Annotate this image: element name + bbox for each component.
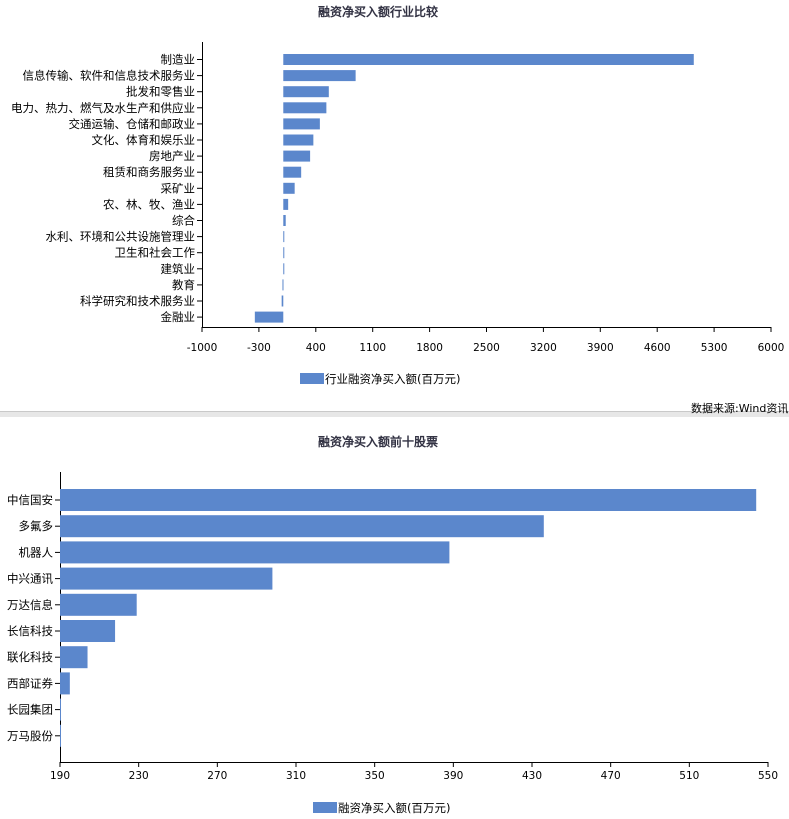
category-label-1-2: 机器人 [19,545,54,559]
bar-0-9 [283,198,289,210]
x-tick-label-1-4: 350 [365,770,385,782]
category-label-1-7: 西部证券 [7,676,53,690]
category-label-0-10: 综合 [172,214,195,228]
x-tick-label-1-1: 230 [129,770,149,782]
bar-0-15 [281,295,284,307]
legend-swatch-0 [300,373,324,384]
category-label-1-5: 长信科技 [7,624,53,638]
bar-1-3 [60,567,273,590]
chart-title-0: 融资净买入额行业比较 [318,4,438,19]
category-label-0-15: 科学研究和技术服务业 [80,294,195,308]
x-tick-label-1-3: 310 [286,770,306,782]
category-label-1-8: 长园集团 [7,703,53,717]
x-tick-label-1-5: 390 [443,770,463,782]
bar-1-9 [60,724,61,747]
bar-1-7 [60,672,70,695]
bar-0-7 [283,166,302,178]
category-label-0-9: 农、林、牧、渔业 [103,197,195,211]
x-tick-label-0-8: 4600 [644,342,671,354]
x-tick-label-0-0: -1000 [187,342,218,354]
category-label-0-7: 租赁和商务服务业 [103,165,195,179]
source-note: 数据来源:Wind资讯 [691,401,788,415]
bar-1-1 [60,515,544,538]
x-tick-label-1-8: 510 [679,770,699,782]
legend-label-1: 融资净买入额(百万元) [338,801,450,815]
category-label-1-0: 中信国安 [7,493,53,507]
bar-1-4 [60,593,137,616]
x-tick-label-0-4: 1800 [416,342,443,354]
category-label-0-4: 交通运输、仓储和邮政业 [69,117,196,131]
category-label-1-1: 多氟多 [19,519,54,533]
bar-0-14 [282,279,284,291]
bar-1-6 [60,646,88,669]
x-tick-label-0-7: 3900 [587,342,614,354]
x-tick-label-0-5: 2500 [473,342,500,354]
category-label-0-14: 教育 [172,278,195,292]
bar-0-8 [283,182,295,194]
bar-0-11 [283,231,285,243]
category-label-1-9: 万马股份 [7,729,53,743]
category-label-0-1: 信息传输、软件和信息技术服务业 [23,69,196,83]
x-tick-label-0-3: 1100 [359,342,386,354]
category-label-0-2: 批发和零售业 [126,85,195,99]
bar-0-2 [283,86,329,98]
category-label-0-5: 文化、体育和娱乐业 [92,133,196,147]
x-tick-label-0-9: 5300 [701,342,728,354]
bar-0-13 [283,263,285,275]
x-tick-label-1-0: 190 [50,770,70,782]
x-tick-label-0-6: 3200 [530,342,557,354]
bar-0-0 [283,54,694,65]
x-tick-label-0-1: -300 [247,342,271,354]
x-tick-label-1-6: 430 [522,770,542,782]
category-label-0-3: 电力、热力、燃气及水生产和供应业 [11,101,195,115]
bar-1-8 [60,698,61,721]
bar-0-16 [254,311,284,323]
x-tick-label-1-7: 470 [601,770,621,782]
category-label-1-3: 中兴通讯 [7,572,53,586]
legend-swatch-1 [313,802,337,813]
bar-0-10 [283,215,286,226]
category-label-1-4: 万达信息 [7,598,53,612]
bar-0-5 [283,134,314,146]
category-label-0-13: 建筑业 [161,262,196,276]
x-tick-label-0-10: 6000 [758,342,785,354]
category-label-0-8: 采矿业 [161,181,196,195]
category-label-0-11: 水利、环境和公共设施管理业 [46,230,196,244]
bar-0-12 [283,247,285,259]
bar-1-5 [60,620,116,642]
x-tick-label-0-2: 400 [306,342,326,354]
bar-0-1 [283,70,356,82]
bar-1-0 [60,489,757,511]
x-tick-label-1-2: 270 [207,770,227,782]
category-label-0-6: 房地产业 [149,149,195,163]
panel-divider [0,411,789,417]
bar-0-6 [283,150,311,162]
bar-0-3 [283,102,327,114]
bar-0-4 [283,118,320,130]
category-label-0-16: 金融业 [161,310,196,324]
category-label-1-6: 联化科技 [7,650,53,664]
x-tick-label-1-9: 550 [758,770,778,782]
chart-title-1: 融资净买入额前十股票 [318,434,438,449]
category-label-0-12: 卫生和社会工作 [115,246,196,260]
category-label-0-0: 制造业 [161,53,196,67]
legend-label-0: 行业融资净买入额(百万元) [325,372,460,386]
bar-1-2 [60,541,450,564]
